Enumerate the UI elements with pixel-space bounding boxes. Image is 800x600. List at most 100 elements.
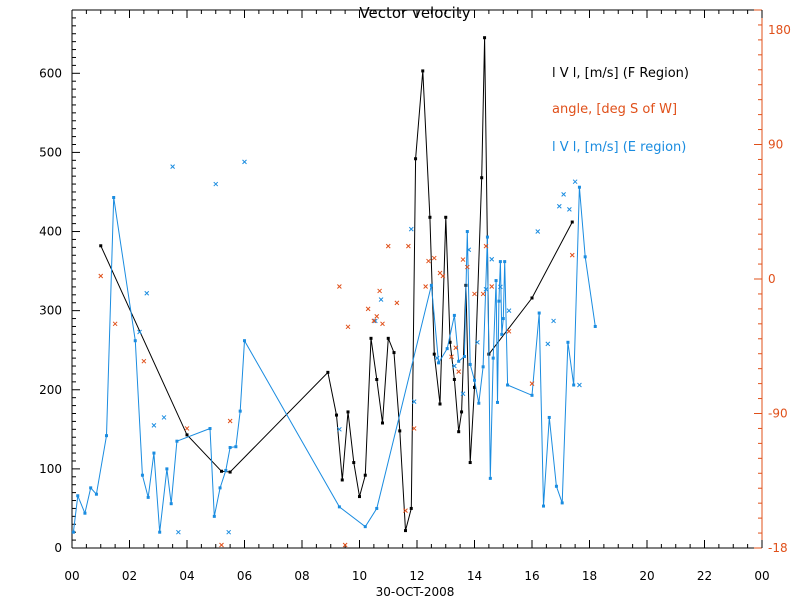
e-region-point [496, 400, 499, 404]
e-region-point [498, 260, 502, 264]
e-region-point [452, 313, 456, 317]
e-region-scatter-point-stroke [411, 399, 417, 404]
angle-point [480, 291, 486, 297]
f-region-point [480, 176, 484, 180]
f-region-point [352, 461, 356, 465]
f-region-point [363, 473, 367, 477]
e-region-scatter-point [535, 229, 541, 234]
e-region-scatter-point [452, 363, 457, 369]
angle-point-stroke [371, 318, 377, 324]
e-region-point [169, 502, 173, 506]
f-region-point [340, 478, 344, 482]
angle-point-stroke [472, 291, 477, 297]
e-region-point [506, 383, 510, 387]
e-region-scatter-point-stroke [535, 229, 541, 234]
e-region-point [363, 525, 367, 529]
x-tick-label: 06 [237, 569, 252, 583]
angle-point [440, 273, 446, 279]
angle-point-stroke [385, 243, 391, 249]
left-tick-label: 300 [39, 304, 62, 318]
e-region-scatter-point [170, 164, 175, 170]
f-region-point [468, 461, 472, 465]
angle-point [456, 369, 462, 375]
e-region-point [500, 332, 504, 336]
e-region-point [542, 504, 545, 508]
angle-point-stroke [423, 284, 428, 289]
e-region-scatter-point [151, 423, 157, 428]
angle-point [449, 354, 454, 360]
angle-point-stroke [374, 314, 380, 319]
f-region-point [460, 410, 464, 414]
e-region-point [105, 434, 108, 438]
e-region-point [485, 235, 489, 239]
f-region-point [421, 69, 425, 73]
left-tick-label: 0 [54, 541, 62, 555]
e-region-point [83, 511, 87, 515]
left-tick-label: 500 [39, 145, 62, 159]
angle-point [385, 243, 391, 249]
angle-point-stroke [406, 243, 411, 249]
e-region-scatter-point-stroke [137, 329, 142, 335]
e-region-scatter-point [213, 181, 219, 187]
angle-point-stroke [483, 243, 489, 249]
x-tick-label: 02 [122, 569, 137, 583]
e-region-point [530, 393, 534, 397]
e-region-point [577, 185, 581, 189]
e-region-point [140, 473, 144, 477]
e-region-scatter-point-stroke [337, 426, 342, 432]
e-region-scatter-point-stroke [489, 256, 495, 262]
f-region-point [432, 352, 436, 356]
e-region-scatter-point-stroke [506, 308, 512, 314]
f-region-point [452, 377, 456, 381]
f-region-point [375, 377, 379, 381]
e-region-point [158, 530, 162, 534]
e-region-scatter-point-stroke [226, 529, 232, 535]
angle-point-stroke [506, 328, 512, 334]
angle-point [453, 345, 459, 351]
x-tick-label: 08 [294, 569, 309, 583]
f-region-point [444, 215, 448, 219]
e-region-scatter-point-stroke [213, 181, 219, 187]
f-region-point [326, 370, 330, 374]
e-region-scatter-point-stroke [498, 284, 503, 290]
e-region-point [165, 467, 169, 471]
e-region-scatter-point [242, 159, 247, 165]
f-region-point [457, 430, 461, 434]
angle-point [227, 418, 233, 424]
x-tick-label: 22 [697, 569, 712, 583]
e-region-point [234, 445, 238, 449]
left-y-axis: 0 100 200 300 400 500 600 [39, 9, 80, 555]
e-region-scatter-point [378, 297, 384, 302]
e-region-point [133, 339, 137, 343]
e-region-scatter-point [577, 382, 582, 388]
angle-point [529, 381, 535, 386]
x-tick-label: 20 [639, 569, 654, 583]
e-region-point [566, 340, 570, 344]
e-region-scatter-point [408, 226, 414, 232]
x-tick-label: 04 [179, 569, 194, 583]
angle-point-stroke [345, 324, 351, 330]
e-region-scatter-point [489, 256, 495, 262]
angle-point-stroke [431, 255, 437, 261]
angle-point-stroke [377, 288, 382, 294]
e-region-point [208, 427, 212, 431]
e-region-scatter-point [372, 318, 378, 324]
e-region-scatter-point-stroke [551, 318, 556, 324]
x-tick-label: 16 [524, 569, 539, 583]
e-region-scatter-point [556, 203, 562, 209]
e-region-point [375, 506, 379, 510]
e-region-scatter-point-stroke [561, 191, 566, 197]
e-region-scatter-point [434, 355, 440, 361]
angle-point-stroke [219, 542, 224, 548]
e-region-scatter-point-stroke [161, 415, 167, 420]
e-region-scatter-point [411, 399, 417, 404]
x-tick-label: 18 [582, 569, 597, 583]
angle-point [365, 306, 371, 312]
e-region-scatter-point [337, 426, 342, 432]
e-region-scatter-point-stroke [475, 339, 480, 345]
e-region-point [94, 492, 98, 496]
e-region-point [491, 356, 495, 360]
e-region-point [243, 339, 246, 343]
right-tick-label: -90 [768, 407, 788, 421]
e-region-scatter-point-stroke [545, 341, 551, 347]
